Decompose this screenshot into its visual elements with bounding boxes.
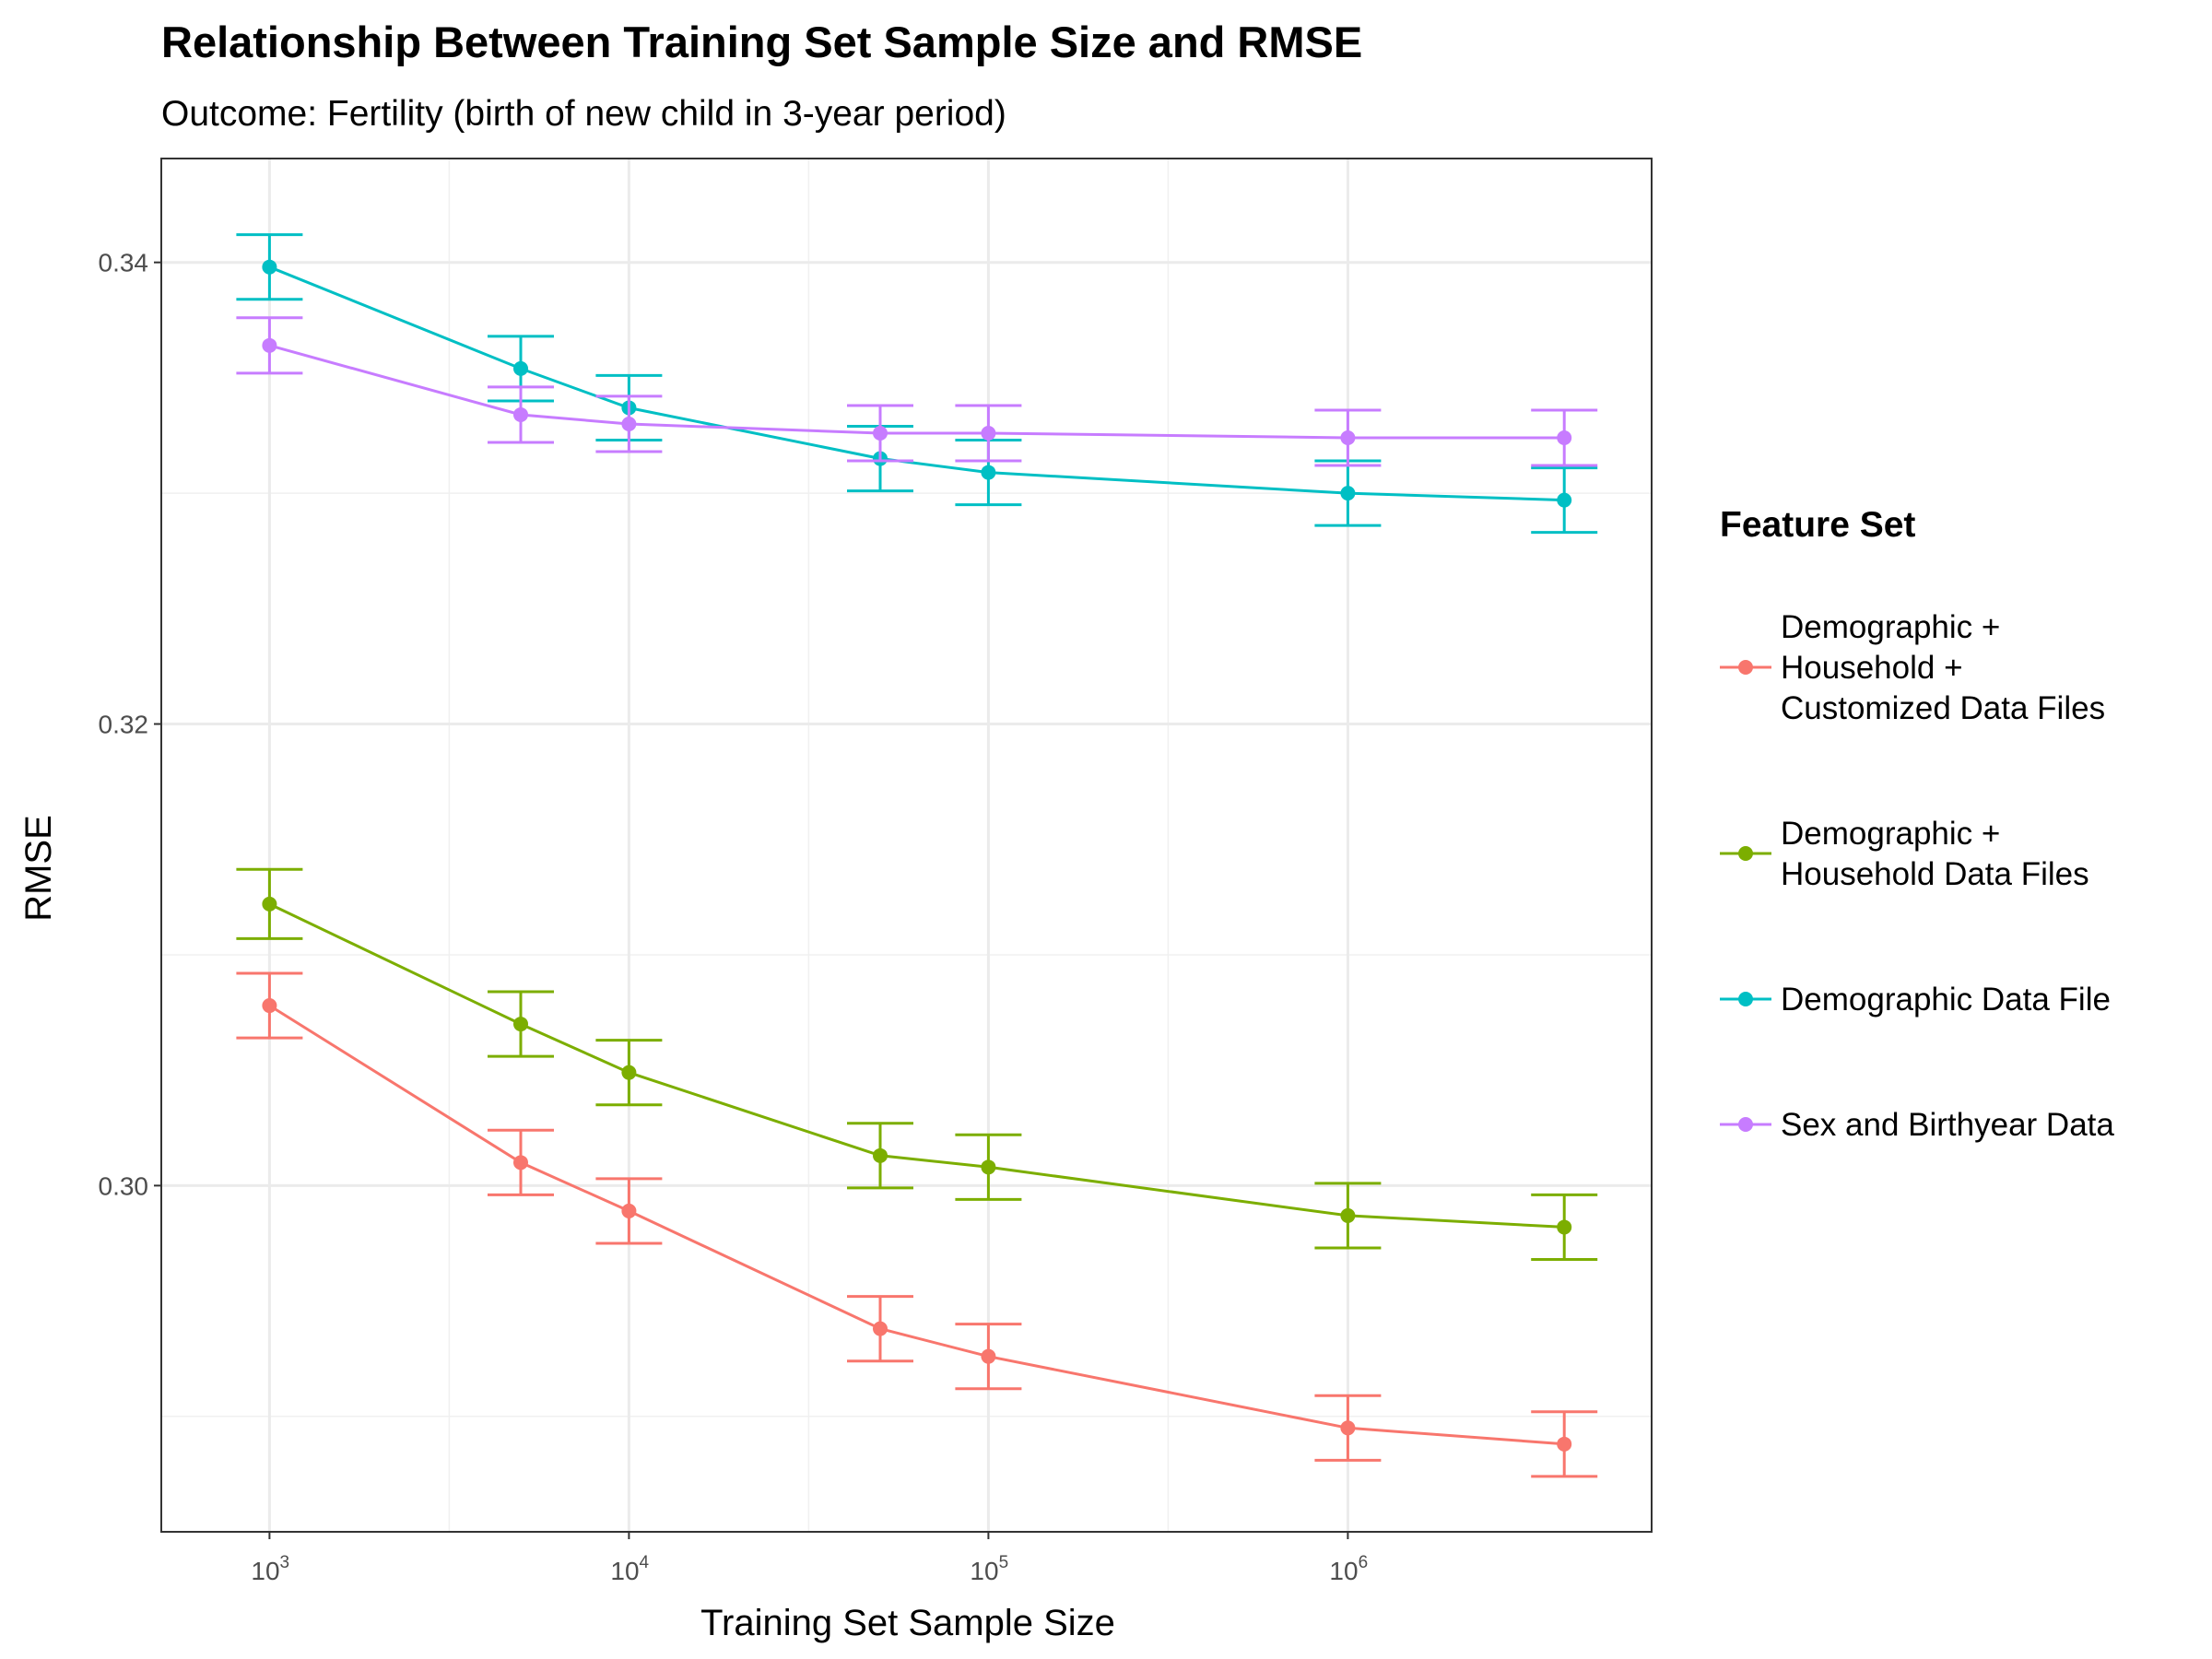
data-point [262,998,277,1014]
legend-title: Feature Set [1720,505,1915,545]
panel-border [160,158,1653,1533]
data-point [1340,430,1356,446]
data-point [513,1017,529,1032]
data-point [621,1065,637,1080]
x-axis-title: Training Set Sample Size [700,1603,1115,1643]
data-point [513,360,529,376]
data-point [262,259,277,275]
legend-label: Demographic + Household Data Files [1781,816,2089,892]
x-tick-base: 10 [251,1557,279,1585]
legend-label-line: Demographic + [1781,816,2000,852]
data-point [1557,492,1572,508]
y-tick-label: 0.34 [99,249,149,277]
data-point [1340,486,1356,501]
data-point [262,896,277,912]
x-tick-label: 105 [970,1553,1008,1585]
series-4 [236,316,1598,467]
x-tick-exponent: 3 [280,1553,290,1572]
data-point [1340,1207,1356,1223]
series-2 [236,867,1598,1262]
data-point [513,406,529,422]
chart-title: Relationship Between Training Set Sample… [161,18,1362,66]
data-point [981,1159,996,1175]
data-point [873,426,888,441]
data-point [1340,1420,1356,1436]
legend-item-3: Demographic Data File [1720,982,2111,1018]
panel-background [161,159,1652,1532]
y-tick-label: 0.30 [99,1171,149,1200]
data-point [621,1203,637,1218]
data-point [981,465,996,480]
legend-key-point [1738,660,1753,675]
x-tick-exponent: 5 [999,1553,1009,1572]
data-point [981,1348,996,1364]
data-point [621,416,637,431]
legend-key-point [1738,846,1753,861]
x-tick-label: 104 [610,1553,649,1585]
x-tick-exponent: 6 [1359,1553,1369,1572]
data-point [873,1321,888,1336]
data-point [262,337,277,353]
legend-label-line: Sex and Birthyear Data [1781,1107,2114,1143]
y-axis-title: RMSE [18,815,59,922]
x-tick-base: 10 [610,1557,639,1585]
legend-label: Demographic Data File [1781,982,2111,1018]
legend-key-point [1738,992,1753,1006]
legend-item-1: Demographic + Household + Customized Data … [1720,609,2105,726]
data-point [513,1155,529,1171]
data-point [981,426,996,441]
legend: Feature Set Demographic + Household + Cust… [1720,505,2114,1143]
data-point [873,1147,888,1163]
legend-label-line: Demographic + [1781,609,2000,645]
legend-item-4: Sex and Birthyear Data [1720,1107,2114,1143]
chart-subtitle: Outcome: Fertility (birth of new child i… [161,94,1006,134]
series-1 [236,971,1598,1478]
data-point [1557,1436,1572,1452]
legend-label: Demographic + Household + Customized Data … [1781,609,2105,726]
x-tick-label: 106 [1329,1553,1368,1585]
legend-label-line: Household Data Files [1781,856,2089,892]
legend-label-line: Customized Data Files [1781,690,2105,726]
legend-label-line: Demographic Data File [1781,982,2111,1018]
x-tick-base: 10 [970,1557,998,1585]
x-tick-base: 10 [1329,1557,1358,1585]
data-point [1557,1219,1572,1235]
data-point [1557,430,1572,446]
y-tick-label: 0.32 [99,711,149,739]
legend-label-line: Household + [1781,650,1963,686]
x-tick-exponent: 4 [640,1553,650,1572]
x-tick-label: 103 [251,1553,289,1585]
legend-key-point [1738,1117,1753,1132]
legend-item-2: Demographic + Household Data Files [1720,816,2089,892]
legend-label: Sex and Birthyear Data [1781,1107,2114,1143]
